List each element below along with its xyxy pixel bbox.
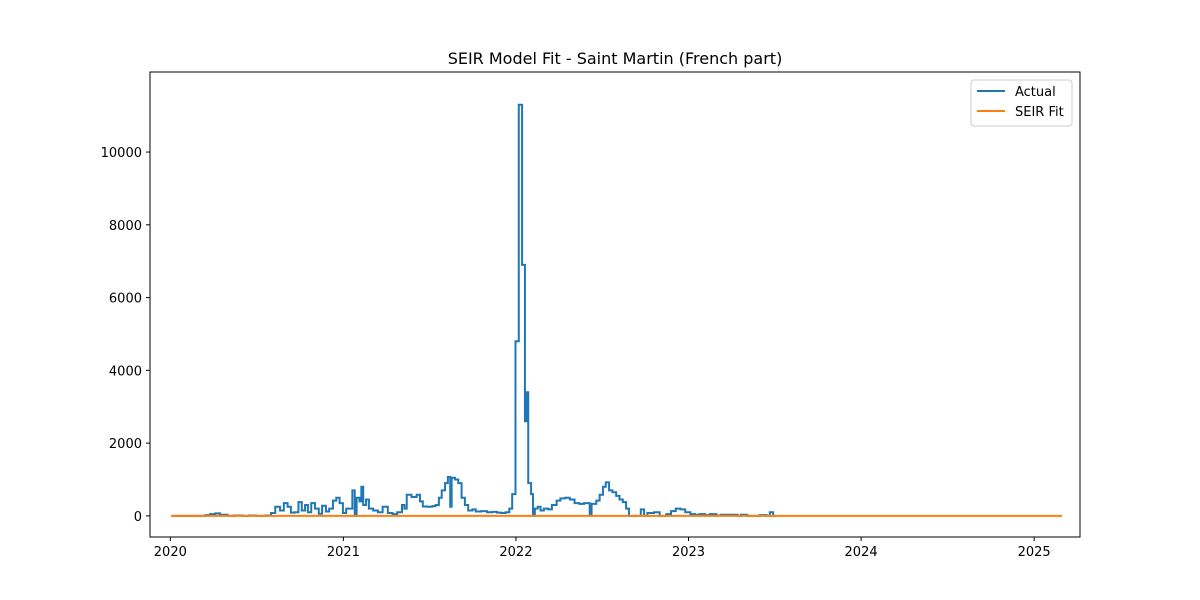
legend: Actual SEIR Fit xyxy=(970,79,1073,127)
y-tick-label: 2000 xyxy=(109,437,142,452)
x-tick-label: 2020 xyxy=(154,545,187,560)
y-tick-label: 6000 xyxy=(109,292,142,307)
y-tick-label: 0 xyxy=(134,510,142,525)
axes-frame xyxy=(149,71,1081,538)
y-axis: 0 2000 4000 6000 8000 10000 xyxy=(101,146,150,525)
y-tick-label: 8000 xyxy=(109,219,142,234)
series-line-actual xyxy=(171,103,777,517)
chart-title: SEIR Model Fit - Saint Martin (French pa… xyxy=(448,49,783,68)
x-tick-label: 2023 xyxy=(672,545,705,560)
y-tick-label: 4000 xyxy=(109,364,142,379)
x-tick-label: 2025 xyxy=(1018,545,1051,560)
x-axis: 2020 2021 2022 2023 2024 2025 xyxy=(154,537,1051,560)
legend-label-seir-fit: SEIR Fit xyxy=(1015,105,1064,120)
x-tick-label: 2024 xyxy=(845,545,878,560)
legend-label-actual: Actual xyxy=(1015,85,1056,100)
x-tick-label: 2021 xyxy=(327,545,360,560)
plot-area xyxy=(171,103,1063,517)
x-tick-label: 2022 xyxy=(499,545,532,560)
y-tick-label: 10000 xyxy=(101,146,142,161)
